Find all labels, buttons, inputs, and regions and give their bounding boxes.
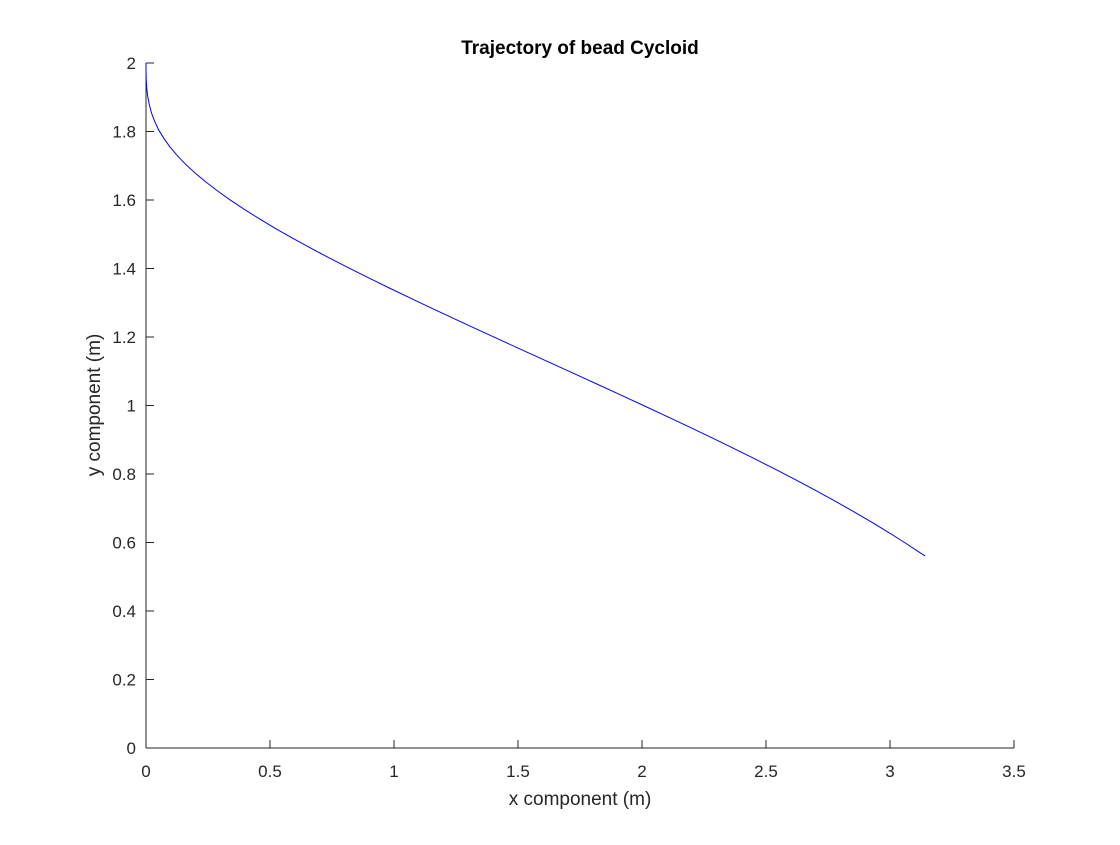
x-tick-label: 0.5: [258, 762, 282, 781]
plot-area-background: [146, 63, 1014, 748]
y-tick-label: 0: [127, 739, 136, 758]
x-tick-label: 1: [389, 762, 398, 781]
y-tick-label: 1.8: [112, 123, 136, 142]
y-tick-label: 1: [127, 397, 136, 416]
chart-title: Trajectory of bead Cycloid: [461, 38, 699, 59]
x-tick-label: 3: [885, 762, 894, 781]
y-axis-ticks: 0 0.2 0.4 0.6 0.8 1 1.2 1.4 1.6 1.8 2: [112, 54, 154, 758]
x-tick-label: 1.5: [506, 762, 530, 781]
y-tick-label: 0.8: [112, 465, 136, 484]
y-tick-label: 1.4: [112, 260, 136, 279]
y-tick-label: 1.6: [112, 191, 136, 210]
x-tick-label: 2: [637, 762, 646, 781]
x-axis-label: x component (m): [509, 789, 652, 810]
y-tick-label: 0.6: [112, 534, 136, 553]
y-tick-label: 1.2: [112, 328, 136, 347]
cycloid-series-line: [145, 62, 926, 557]
y-tick-label: 0.2: [112, 671, 136, 690]
y-tick-label: 0.4: [112, 602, 136, 621]
x-tick-label: 2.5: [754, 762, 778, 781]
y-axis-label: y component (m): [84, 334, 105, 477]
x-tick-label: 0: [141, 762, 150, 781]
x-tick-label: 3.5: [1002, 762, 1026, 781]
y-tick-label: 2: [127, 54, 136, 73]
x-axis-ticks: 0 0.5 1 1.5 2 2.5 3 3.5: [141, 740, 1026, 781]
